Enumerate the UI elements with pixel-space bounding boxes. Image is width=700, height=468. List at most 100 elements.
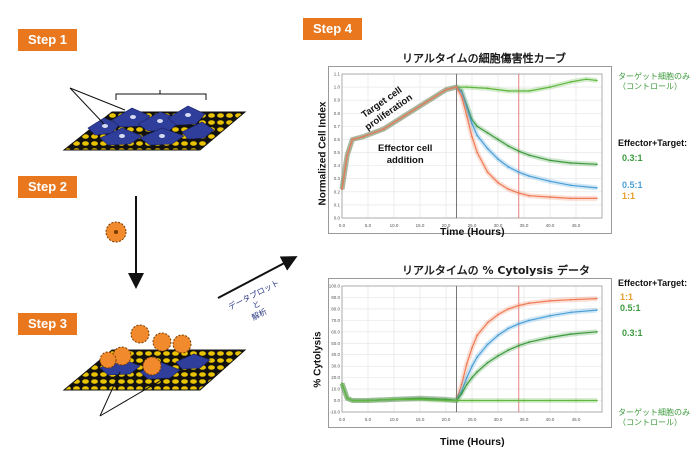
chart1-x-tick-label: 30.0 (494, 223, 503, 228)
chart2-data-point (465, 376, 468, 379)
chart1-data-point (507, 145, 510, 147)
chart2-data-point (549, 336, 551, 339)
chart2-data-point (497, 313, 499, 316)
chart1-x-tick-label: 25.0 (468, 223, 477, 228)
chart2-series-line (341, 383, 597, 402)
chart2-data-point (549, 299, 551, 302)
chart2-x-tick-label: 5.0 (365, 417, 372, 422)
chart2-control-line1: ターゲット細胞のみ (618, 408, 690, 417)
chart1-plot: 0.0 5.0 10.0 15.0 20.0 25.0 30.0 35.0 40.0 45.0 0.… (334, 72, 603, 228)
chart2-data-point (346, 397, 349, 400)
chart1-y-tick-label: 0.9 (334, 98, 341, 103)
chart1-y-tick-label: 0.5 (334, 150, 341, 155)
chart2-data-point (507, 349, 510, 352)
chart1-data-point (549, 196, 551, 198)
chart1-data-point (497, 181, 499, 184)
chart1-data-point (517, 150, 520, 153)
chart2-data-point (445, 399, 447, 402)
chart1-data-point (476, 151, 479, 154)
chart1-y-tick-label: 0.8 (334, 111, 341, 116)
chart1-control-label: ターゲット細胞のみ （コントロール） (618, 72, 690, 92)
analysis-arrow (217, 256, 298, 299)
chart2-label-1: 1:1 (620, 292, 634, 302)
chart2-y-tick-label: 100.0 (329, 284, 341, 289)
chart1-x-tick-label: 0.0 (339, 223, 346, 228)
chart2-x-axis-label: Time (Hours) (440, 436, 505, 448)
chart2-data-point (497, 334, 499, 337)
chart2-y-tick-label: 40.0 (331, 352, 340, 357)
chart1-data-point (569, 80, 572, 83)
chart1-data-point (476, 134, 479, 137)
chart1-data-point (517, 171, 520, 174)
chart1-x-tick-label: 10.0 (390, 223, 399, 228)
chart2-y-tick-label: 0.0 (334, 398, 341, 403)
chart1-data-point (476, 125, 479, 128)
chart1-y-axis-label: Normalized Cell Index (317, 101, 329, 206)
chart2-y-axis-label: % Cytolysis (312, 331, 324, 388)
step1-cell-nuclei (102, 113, 191, 138)
chart2-data-point (595, 330, 598, 333)
chart1-x-tick-label: 35.0 (520, 223, 529, 228)
chart2-data-point (465, 383, 468, 386)
chart1-data-point (465, 114, 468, 117)
chart2-data-point (523, 399, 525, 402)
chart1-plot-frame (328, 66, 612, 234)
chart1-y-tick-label: 0.4 (334, 163, 341, 168)
annotation-effector-addition: Effector cell addition (378, 143, 432, 167)
chart1-data-point (486, 132, 489, 134)
chart1-data-point (595, 79, 598, 82)
chart1-control-line1: ターゲット細胞のみ (618, 72, 690, 81)
chart1-data-point (585, 78, 588, 81)
chart2-x-tick-label: 25.0 (468, 417, 477, 422)
chart1-axes-box (341, 73, 603, 219)
chart1-data-point (460, 95, 463, 98)
chart1-title: リアルタイムの細胞傷害性カーブ (402, 52, 567, 65)
chart2-data-point (517, 304, 520, 307)
chart2-data-point (367, 399, 369, 402)
chart2-data-point (471, 346, 473, 349)
chart2-y-tick-label: 70.0 (331, 318, 340, 323)
workflow-illustration: データプロット と 解析 (62, 87, 298, 417)
chart2-y-tick-label: 20.0 (331, 375, 340, 380)
chart2-data-point (528, 319, 531, 322)
arrow-note-line2: と (251, 299, 262, 311)
chart1-data-point (403, 114, 406, 117)
chart1-data-point (569, 197, 572, 200)
chart1-control-line2: （コントロール） (618, 82, 682, 91)
annotation-addition-line2: addition (386, 155, 424, 166)
annotation-addition-line1: Effector cell (378, 143, 433, 154)
chart1-data-point (455, 86, 458, 88)
chart1-data-point (465, 86, 468, 88)
chart1-y-tick-label: 0.1 (334, 202, 341, 207)
chart1-legend-title: Effector+Target: (618, 138, 688, 148)
chart1-label-0-5: 0.5:1 (622, 180, 643, 190)
chart2-data-point (497, 354, 499, 357)
chart1-data-point (471, 122, 473, 125)
chart2-x-tick-label: 10.0 (390, 417, 399, 422)
chart1-x-tick-label: 5.0 (365, 223, 372, 228)
chart1-data-point (382, 128, 385, 130)
chart2-x-tick-label: 0.0 (339, 417, 346, 422)
chart1-data-point (528, 175, 531, 178)
chart2-axes-box (341, 285, 603, 413)
chart2-x-tick-label: 45.0 (572, 417, 581, 422)
chart2-data-point (569, 333, 572, 336)
chart1-data-point (465, 107, 468, 109)
chart2-control-label: ターゲット細胞のみ （コントロール） (618, 408, 690, 428)
chart1-data-point (424, 101, 427, 104)
chart2-data-point (471, 365, 473, 368)
chart1-data-point (445, 88, 447, 91)
chart2-data-point (419, 398, 421, 401)
chart1-data-point (549, 180, 551, 183)
chart2-data-point (575, 399, 577, 402)
chart2-data-point (507, 308, 510, 310)
chart1-data-point (507, 188, 510, 191)
chart2-y-tick-label: 10.0 (331, 387, 340, 392)
chart1-data-point (507, 90, 510, 92)
chart2-data-point (528, 341, 531, 344)
chart1-y-tick-label: 0.0 (334, 216, 341, 221)
chart1-data-point (569, 184, 572, 187)
chart1-data-point (549, 159, 551, 162)
chart2-x-tick-label: 20.0 (442, 417, 451, 422)
chart2-data-point (549, 399, 551, 402)
